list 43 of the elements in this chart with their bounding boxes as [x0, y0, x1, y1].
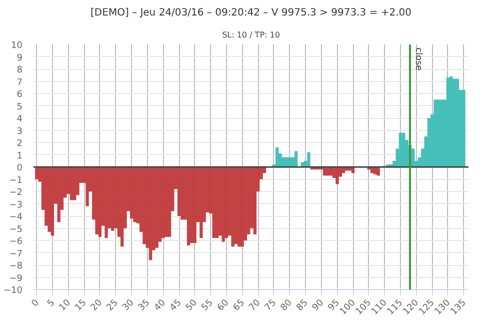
x-tick-label: 90 [310, 298, 326, 314]
y-tick-label: −10 [4, 286, 23, 296]
y-tick-label: 0 [16, 164, 23, 174]
y-tick-label: 9 [16, 53, 23, 64]
x-tick-label: 60 [216, 298, 232, 314]
x-tick-label: 25 [105, 298, 120, 314]
x-tick-label: 40 [152, 298, 168, 314]
x-tick-label: 5 [46, 298, 58, 310]
chart-subtitle: SL: 10 / TP: 10 [222, 30, 280, 40]
y-tick-label: 1 [16, 151, 23, 162]
y-tick-label: 3 [16, 126, 23, 137]
y-tick-label: −3 [9, 200, 23, 210]
y-tick-label: −1 [9, 176, 23, 186]
y-tick-label: 4 [16, 114, 23, 124]
x-tick-label: 15 [74, 298, 89, 314]
x-tick-label: 10 [58, 298, 74, 314]
y-tick-label: −6 [9, 237, 23, 247]
x-tick-label: 65 [232, 298, 247, 314]
y-tick-label: 10 [11, 41, 23, 51]
x-tick-label: 20 [89, 298, 105, 314]
x-tick-label: 70 [248, 298, 263, 314]
x-tick-label: 75 [263, 298, 279, 314]
x-tick-label: 85 [295, 298, 310, 314]
y-tick-label: 6 [16, 90, 23, 100]
x-tick-label: 30 [121, 298, 136, 314]
x-tick-label: 80 [279, 298, 295, 314]
chart-title: [DEMO] – Jeu 24/03/16 – 09:20:42 – V 9975.3 > 9973.3 = +2.00 [90, 8, 412, 18]
x-tick-label: 55 [200, 298, 216, 314]
y-tick-label: −2 [9, 188, 23, 198]
y-tick-label: 2 [16, 139, 23, 149]
y-tick-label: 7 [16, 78, 23, 88]
x-tick-label: 50 [184, 298, 200, 314]
y-tick-label: −5 [9, 224, 23, 235]
ref-line-label: close [412, 48, 423, 72]
y-tick-label: 5 [16, 102, 23, 112]
y-tick-label: 8 [16, 66, 23, 76]
y-tick-label: −4 [9, 212, 23, 222]
x-tick-label: 35 [136, 298, 152, 314]
y-tick-label: −9 [9, 274, 23, 284]
x-tick-label: 45 [168, 298, 184, 314]
y-tick-label: −8 [9, 262, 23, 272]
x-tick-label: 0 [30, 298, 42, 310]
y-tick-label: −7 [9, 249, 23, 260]
